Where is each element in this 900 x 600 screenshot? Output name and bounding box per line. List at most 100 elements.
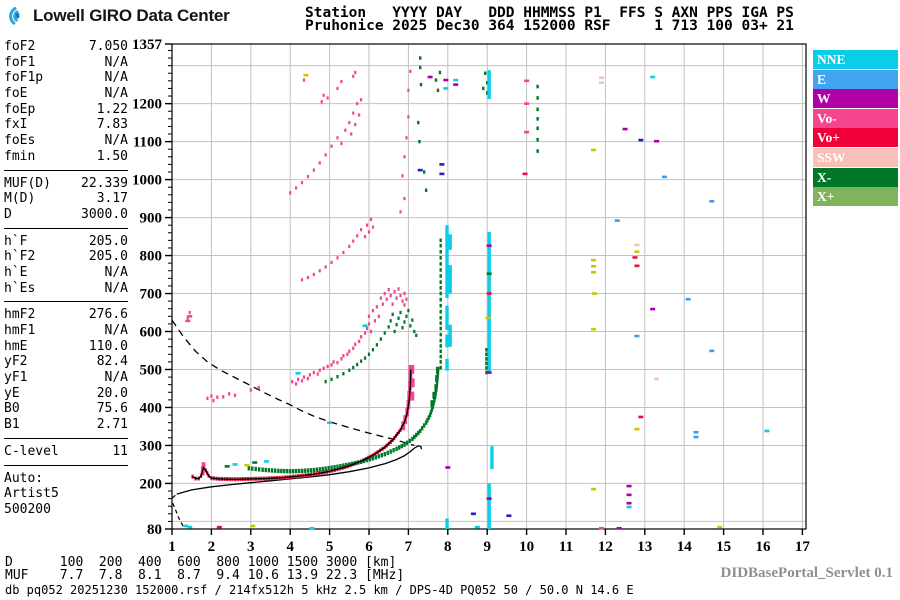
- param-row: hmE 110.0: [4, 339, 128, 355]
- param-label: hmE: [4, 338, 28, 354]
- param-row: yF2 82.4: [4, 354, 128, 370]
- legend-item-vo: Vo-: [813, 108, 898, 128]
- param-label: foE: [4, 86, 28, 102]
- param-row: fxI 7.83: [4, 117, 128, 133]
- param-separator: [4, 301, 128, 303]
- param-label: hmF1: [4, 323, 36, 338]
- svg-text:7: 7: [405, 539, 413, 555]
- param-label: fmin: [4, 148, 36, 164]
- legend-item-e: E: [813, 69, 898, 89]
- legend-item-x: X-: [813, 167, 898, 187]
- param-label: h`Es: [4, 280, 36, 296]
- svg-text:500: 500: [140, 362, 163, 378]
- param-row: fmin 1.50: [4, 149, 128, 165]
- param-value: N/A: [104, 86, 128, 102]
- svg-text:1: 1: [168, 539, 176, 555]
- svg-text:6: 6: [365, 539, 373, 555]
- param-value: 11: [112, 443, 128, 459]
- param-label: h`F: [4, 233, 28, 249]
- param-row: foF1 N/A: [4, 55, 128, 71]
- param-value: 205.0: [88, 233, 128, 249]
- param-row: h`Es N/A: [4, 281, 128, 297]
- param-row: foE N/A: [4, 86, 128, 102]
- param-label: C-level: [4, 443, 59, 459]
- autoscaling-info: Auto: Artist5 500200: [4, 471, 128, 518]
- param-label: yE: [4, 385, 20, 401]
- legend-item-w: W: [813, 89, 898, 109]
- muf-table-distance-row: D 100 200 400 600 800 1000 1500 3000 [km…: [5, 555, 397, 570]
- param-value: 110.0: [88, 338, 128, 354]
- param-row: hmF1 N/A: [4, 323, 128, 339]
- svg-text:16: 16: [756, 539, 772, 555]
- echo-direction-legend: NNE E W Vo- Vo+ SSW X- X+: [813, 50, 898, 207]
- param-label: B0: [4, 401, 20, 417]
- param-value: 82.4: [96, 354, 128, 370]
- svg-text:8: 8: [444, 539, 452, 555]
- svg-text:12: 12: [598, 539, 613, 555]
- param-separator: [4, 464, 128, 466]
- svg-text:1357: 1357: [132, 37, 163, 53]
- param-label: D: [4, 206, 12, 222]
- param-row: MUF(D) 22.339: [4, 176, 128, 192]
- param-row: foF1p N/A: [4, 70, 128, 86]
- app-title: Lowell GIRO Data Center: [33, 6, 230, 25]
- autoscaling-line: Auto:: [4, 470, 44, 486]
- svg-text:300: 300: [140, 438, 163, 454]
- svg-text:1200: 1200: [132, 97, 162, 113]
- param-value: 7.83: [96, 117, 128, 133]
- param-label: foF2: [4, 39, 36, 54]
- autoscaling-line: Artist5: [4, 486, 59, 502]
- parameter-panel: foF2 7.050 foF1 N/A foF1p N/A foE N/A foEp 1.22 fx…: [4, 39, 128, 518]
- svg-text:9: 9: [483, 539, 491, 555]
- param-row: h`E N/A: [4, 265, 128, 281]
- svg-text:700: 700: [140, 287, 163, 303]
- param-label: h`E: [4, 264, 28, 280]
- param-label: hmF2: [4, 307, 36, 323]
- autoscaling-line: 500200: [4, 501, 51, 517]
- param-row: B0 75.6: [4, 401, 128, 417]
- legend-item-x: X+: [813, 187, 898, 207]
- svg-text:4: 4: [286, 539, 294, 555]
- giro-logo-icon: [9, 6, 20, 25]
- param-separator: [4, 437, 128, 439]
- param-row: B1 2.71: [4, 417, 128, 433]
- param-value: 22.339: [81, 175, 128, 191]
- svg-text:800: 800: [140, 249, 163, 265]
- svg-text:13: 13: [637, 539, 652, 555]
- svg-text:2: 2: [208, 539, 216, 555]
- param-value: 7.050: [88, 39, 128, 54]
- param-row: h`F2 205.0: [4, 249, 128, 265]
- param-label: foF1p: [4, 70, 44, 86]
- param-label: yF1: [4, 370, 28, 386]
- param-value: 75.6: [96, 401, 128, 417]
- param-value: N/A: [104, 70, 128, 86]
- servlet-version-label: DIDBasePortal_Servlet 0.1: [720, 565, 893, 581]
- param-value: 3.17: [96, 191, 128, 207]
- param-label: M(D): [4, 191, 36, 207]
- legend-item-nne: NNE: [813, 50, 898, 69]
- param-row: foEp 1.22: [4, 102, 128, 118]
- param-value: N/A: [104, 323, 128, 338]
- measurement-source-line: db pq052 20251230 152000.rsf / 214fx512h…: [5, 583, 634, 597]
- param-row: yE 20.0: [4, 386, 128, 402]
- param-value: 1.50: [96, 148, 128, 164]
- param-label: B1: [4, 417, 20, 433]
- svg-text:17: 17: [795, 539, 811, 555]
- param-value: 1.22: [96, 101, 128, 117]
- param-label: h`F2: [4, 249, 36, 265]
- param-value: 2.71: [96, 417, 128, 433]
- param-label: yF2: [4, 354, 28, 370]
- svg-text:5: 5: [326, 539, 334, 555]
- param-row: yF1 N/A: [4, 370, 128, 386]
- legend-item-vo: Vo+: [813, 128, 898, 148]
- param-value: N/A: [104, 54, 128, 70]
- station-header-line2: Pruhonice 2025 Dec30 364 152000 RSF 1 71…: [305, 18, 794, 34]
- svg-text:1000: 1000: [132, 173, 162, 189]
- svg-text:80: 80: [147, 522, 162, 538]
- svg-text:11: 11: [559, 539, 573, 555]
- param-row: M(D) 3.17: [4, 191, 128, 207]
- param-separator: [4, 169, 128, 171]
- param-value: N/A: [104, 370, 128, 386]
- param-value: 276.6: [88, 307, 128, 323]
